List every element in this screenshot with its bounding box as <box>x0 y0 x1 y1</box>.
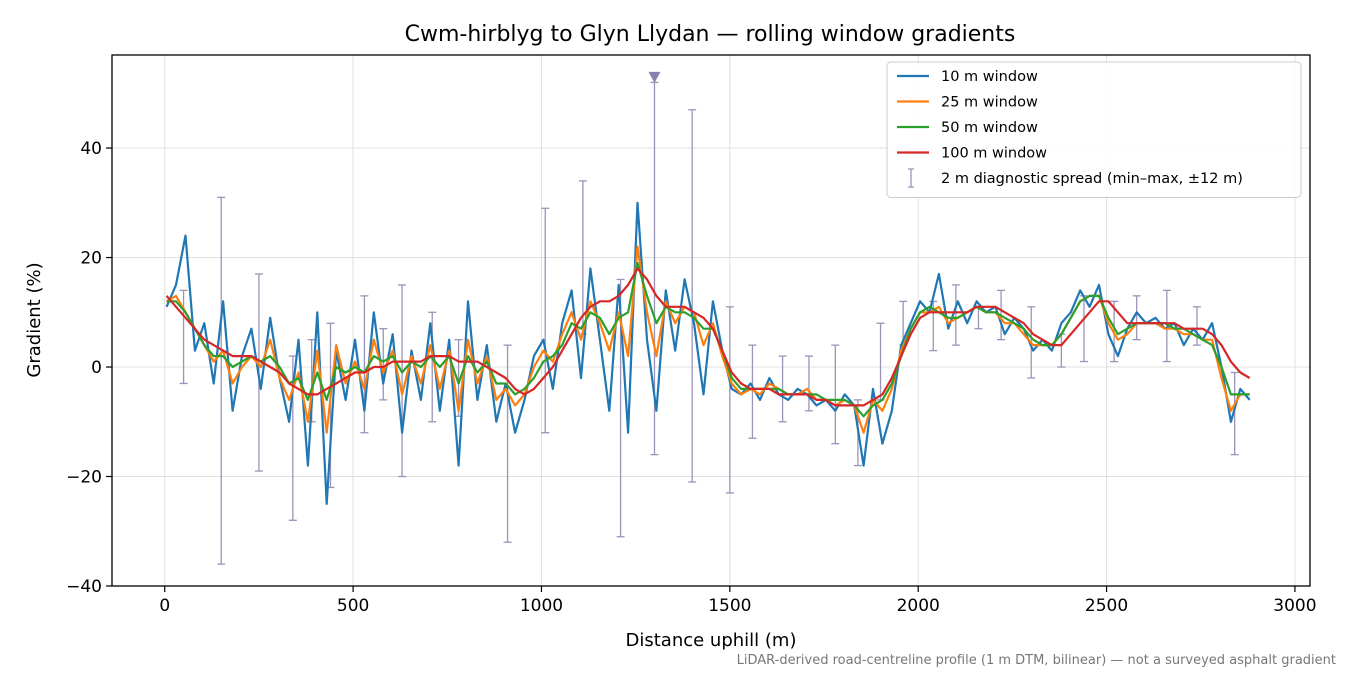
chart-title: Cwm-hirblyg to Glyn Llydan — rolling win… <box>405 22 1016 47</box>
axes-frame <box>111 54 1311 587</box>
y-tick-label: −20 <box>66 468 102 488</box>
x-tick-label: 2000 <box>897 596 940 616</box>
y-tick-label: −40 <box>66 577 102 597</box>
legend-label: 100 m window <box>941 146 1047 162</box>
legend-label: 2 m diagnostic spread (min–max, ±12 m) <box>941 171 1243 187</box>
y-tick-label: 0 <box>91 358 102 378</box>
series-lines <box>165 201 1251 505</box>
y-axis-ticks: −40 −20 0 20 40 <box>66 139 112 597</box>
legend-box <box>886 61 1302 198</box>
y-axis-label: Gradient (%) <box>24 262 45 377</box>
annotation-marker <box>648 71 661 83</box>
y-tick-label: 20 <box>80 249 102 269</box>
x-tick-label: 1500 <box>708 596 751 616</box>
chart-legend: 10 m window 25 m window 50 m window 100 m w… <box>886 61 1302 198</box>
x-tick-label: 0 <box>159 596 170 616</box>
legend-label: 25 m window <box>941 95 1038 111</box>
x-tick-label: 2500 <box>1085 596 1128 616</box>
x-tick-label: 3000 <box>1273 596 1316 616</box>
x-tick-label: 1000 <box>520 596 563 616</box>
footnote: LiDAR-derived road-centreline profile (1… <box>737 653 1336 668</box>
series-line-3 <box>166 261 1250 418</box>
x-axis-label: Distance uphill (m) <box>626 630 797 651</box>
series-line-4 <box>165 267 1251 407</box>
annotation-triangle <box>648 71 661 83</box>
legend-label: 10 m window <box>941 69 1038 85</box>
x-tick-label: 500 <box>337 596 369 616</box>
y-tick-label: 40 <box>80 139 102 159</box>
legend-label: 50 m window <box>941 120 1038 136</box>
x-axis-ticks: 0 500 1000 1500 2000 2500 3000 <box>159 586 1317 616</box>
series-line-1 <box>165 201 1251 505</box>
